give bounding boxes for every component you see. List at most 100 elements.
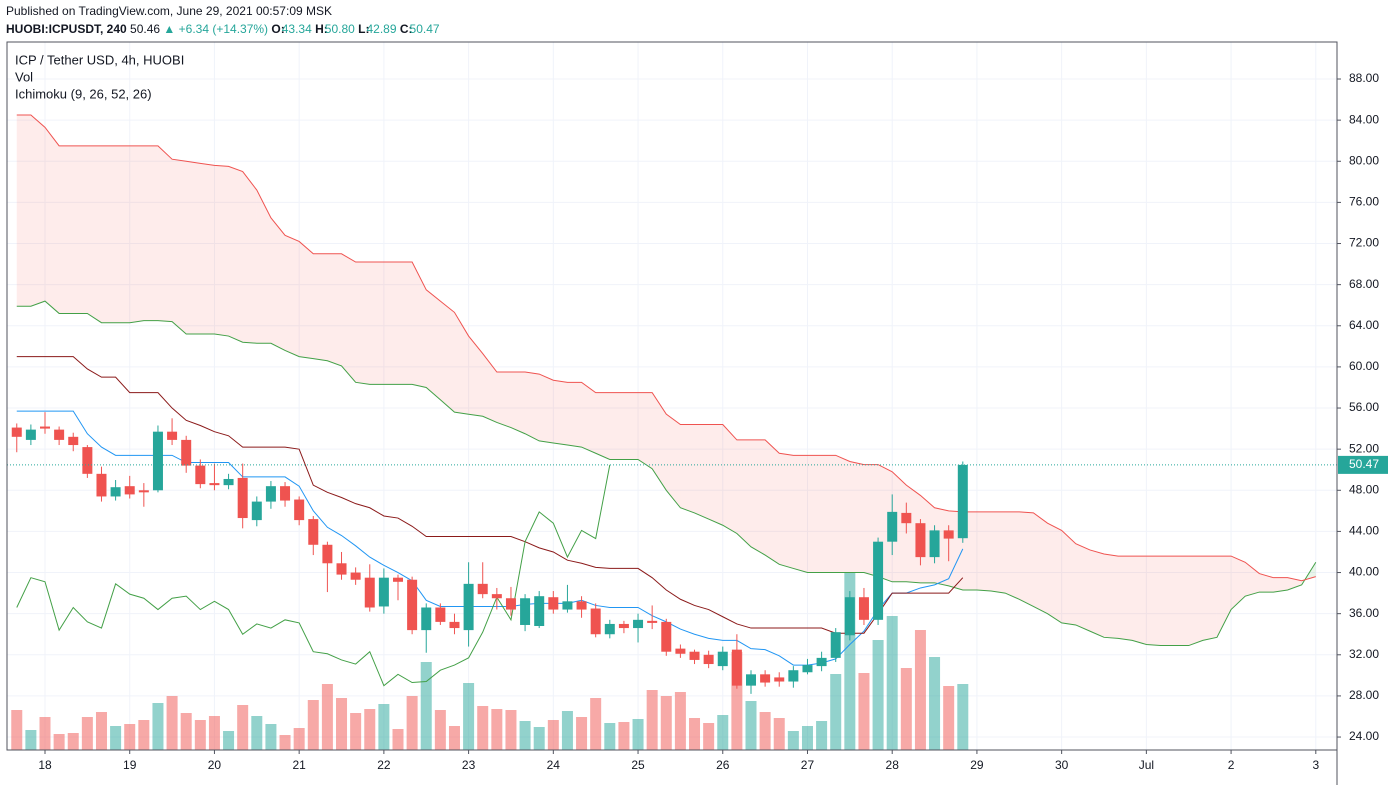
candle-body (943, 530, 954, 539)
candle-body (717, 651, 728, 667)
cloud (623, 392, 639, 460)
legend-volume: Vol (15, 69, 33, 84)
volume-bar (251, 716, 263, 750)
cloud (849, 461, 864, 573)
cloud (751, 439, 766, 556)
volume-bar (547, 720, 559, 750)
cloud (426, 289, 441, 400)
cloud (101, 145, 116, 323)
volume-bar (124, 724, 136, 750)
volume-bar (533, 727, 545, 750)
cloud (398, 262, 413, 385)
candle-body (308, 519, 319, 545)
candle-body (195, 465, 206, 485)
cloud (299, 241, 314, 359)
candle-body (336, 563, 347, 575)
cloud (807, 455, 822, 573)
y-tick-label: 48.00 (1349, 482, 1379, 496)
volume-bar (689, 718, 701, 750)
candle-body (562, 601, 573, 610)
x-tick-label: 2 (1228, 758, 1235, 772)
candle-body (138, 490, 149, 493)
cloud (581, 382, 596, 454)
cloud (1188, 556, 1203, 646)
cloud (539, 374, 554, 443)
cloud (906, 485, 921, 583)
candle-body (689, 651, 700, 660)
cloud (214, 165, 229, 337)
volume-bar (929, 657, 941, 750)
candle-body (844, 597, 855, 636)
cloud (736, 439, 751, 547)
candle-body (760, 674, 771, 683)
y-tick-label: 80.00 (1349, 153, 1379, 167)
volume-bar (505, 710, 517, 750)
y-tick-label: 60.00 (1349, 359, 1379, 373)
volume-bar (463, 683, 475, 750)
candle-body (40, 426, 50, 429)
x-tick-label: 30 (1055, 758, 1069, 772)
candle-body (96, 473, 107, 497)
x-tick-label: 22 (377, 758, 391, 772)
cloud (1160, 556, 1175, 646)
candle-body (929, 530, 940, 558)
cloud (694, 424, 709, 520)
indicator-line (16, 356, 964, 634)
candle-body (54, 429, 65, 440)
candle-body (152, 431, 163, 491)
candle-body (350, 572, 361, 580)
candle-body (280, 486, 291, 501)
volume-bar (731, 652, 743, 750)
ohlc-value: 42.89 (367, 22, 397, 36)
plot (7, 42, 1337, 750)
candle-body (364, 577, 375, 608)
volume-bar (208, 716, 220, 750)
volume-bar (53, 734, 65, 750)
volume-bar (448, 726, 460, 750)
cloud (1005, 511, 1020, 600)
cloud (45, 127, 60, 314)
y-tick-label: 32.00 (1349, 647, 1379, 661)
candle-body (957, 464, 968, 539)
volume-bar (95, 712, 107, 750)
candle-body (124, 486, 135, 495)
volume-bar (378, 704, 390, 750)
candle-body (830, 632, 841, 658)
volume-bar (420, 662, 432, 750)
cloud (228, 166, 243, 343)
x-tick-label: 26 (716, 758, 730, 772)
x-tick-label: 3 (1312, 758, 1319, 772)
candle-body (68, 436, 79, 446)
volume-bar (110, 726, 122, 750)
cloud (835, 455, 850, 573)
volume-bar (618, 722, 630, 750)
cloud (1216, 556, 1232, 638)
volume-bar (279, 735, 291, 750)
cloud (496, 372, 511, 428)
candle-body (816, 657, 827, 667)
cloud (1118, 556, 1133, 641)
candle-body (322, 544, 333, 564)
volume-bar (180, 713, 192, 750)
candle-body (746, 674, 756, 686)
x-tick-label: 28 (886, 758, 900, 772)
y-tick-label: 76.00 (1349, 195, 1379, 209)
cloud (1273, 577, 1288, 593)
volume-bar (604, 723, 616, 750)
cloud (341, 253, 356, 383)
volume-bar (81, 717, 93, 750)
cloud (567, 382, 582, 448)
ohlc-label: C: (400, 22, 413, 36)
volume-bar (406, 696, 418, 750)
cloud (1132, 556, 1147, 645)
volume-bar (773, 718, 785, 750)
published: Published on TradingView.com, June 29, 2… (6, 4, 332, 18)
volume-bar (477, 706, 489, 750)
ohlc-value: 50.47 (410, 22, 440, 36)
volume-bar (138, 720, 150, 750)
cloud (59, 145, 74, 314)
cloud (920, 495, 935, 583)
volume-bar (801, 726, 813, 750)
candle-body (209, 483, 220, 486)
